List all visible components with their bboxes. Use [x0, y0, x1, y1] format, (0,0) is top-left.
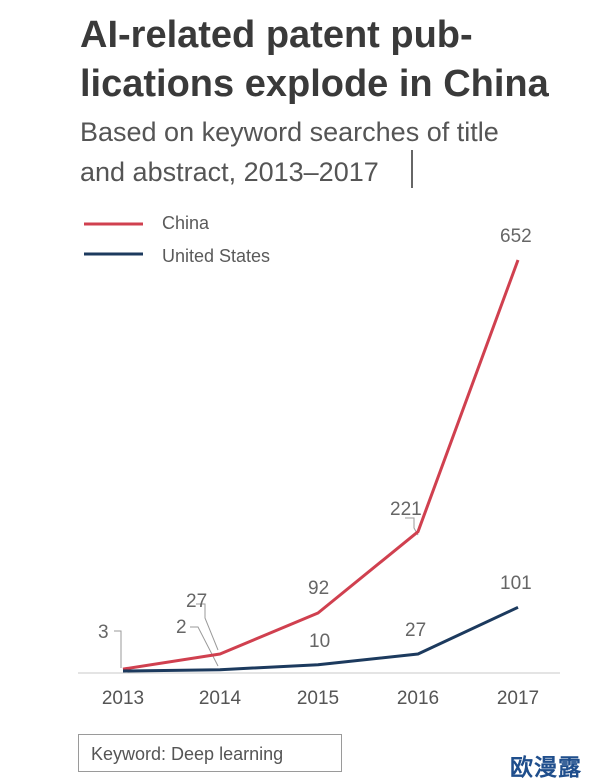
chart-title-line-1: AI-related patent pub- — [80, 14, 473, 56]
chart-subtitle-line-2: and abstract, 2013–2017 — [80, 157, 379, 187]
data-label-china-2017: 652 — [500, 226, 532, 247]
x-tick-label-2016: 2016 — [397, 688, 439, 709]
chart-subtitle-line-1: Based on keyword searches of title — [80, 117, 499, 147]
data-label-china-2014: 27 — [186, 591, 207, 612]
x-tick-label-2014: 2014 — [199, 688, 242, 709]
leader-2013-china — [114, 630, 122, 668]
leader-lines — [114, 517, 419, 668]
data-label-us-2016: 27 — [405, 620, 426, 641]
series-line-us — [122, 605, 519, 673]
legend-label-china: China — [162, 213, 210, 233]
watermark-logo: 欧漫露 — [510, 755, 582, 781]
x-tick-labels: 2013 2014 2015 2016 2017 — [102, 688, 539, 709]
leader-2014-us — [190, 626, 219, 667]
data-label-china-2013: 3 — [98, 622, 109, 643]
keyword-note-box: Keyword: Deep learning — [78, 734, 342, 772]
legend-label-us: United States — [162, 246, 270, 266]
data-label-us-2017: 101 — [500, 573, 532, 594]
x-tick-label-2015: 2015 — [297, 688, 339, 709]
series-lines — [122, 259, 520, 673]
chart-title-line-2: lications explode in China — [80, 63, 550, 105]
x-tick-label-2013: 2013 — [102, 688, 144, 709]
data-label-china-2015: 92 — [308, 578, 329, 599]
x-tick-label-2017: 2017 — [497, 688, 539, 709]
keyword-note: Keyword: Deep learning — [91, 744, 284, 764]
data-label-china-2016: 221 — [390, 499, 422, 520]
leader-2014-china — [196, 603, 219, 651]
data-label-us-2015: 10 — [309, 631, 330, 652]
series-line-china — [122, 259, 520, 671]
data-label-us-2014: 2 — [176, 617, 187, 638]
data-labels: 3 27 2 92 10 221 27 652 101 — [98, 226, 532, 652]
